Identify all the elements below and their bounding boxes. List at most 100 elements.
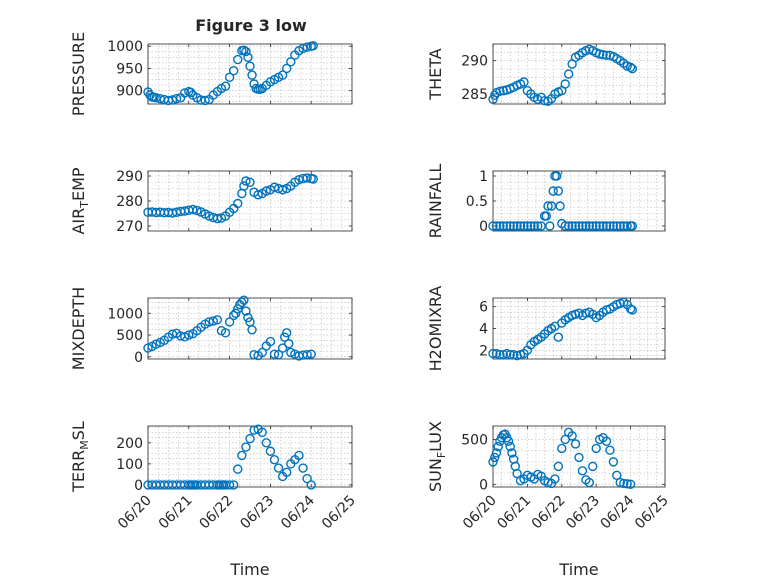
y-axis-label-rest: SL — [69, 421, 88, 440]
data-point — [495, 221, 505, 231]
y-tick-label: 0 — [134, 478, 143, 494]
data-point — [237, 188, 247, 199]
y-tick-label: 0.5 — [466, 194, 488, 210]
data-point — [245, 177, 255, 187]
data-point — [557, 443, 567, 454]
data-point — [265, 336, 276, 347]
y-tick-label: 1000 — [107, 39, 143, 55]
data-point — [241, 46, 251, 57]
data-point — [563, 221, 574, 231]
data-point — [241, 442, 251, 452]
data-point — [505, 349, 515, 360]
data-point — [493, 441, 503, 452]
data-point — [563, 69, 574, 79]
data-point — [512, 221, 522, 231]
data-point — [553, 332, 564, 342]
data-point — [184, 330, 194, 340]
y-tick-label: 0 — [479, 477, 488, 493]
data-point — [269, 454, 280, 465]
data-point — [167, 95, 178, 105]
data-point — [529, 221, 539, 231]
subplot-3: 270 280 290 AIRTEMP — [69, 167, 353, 235]
y-axis-label-main: RAINFALL — [426, 164, 445, 239]
data-point — [277, 343, 288, 353]
data-point — [277, 70, 288, 80]
data-point — [488, 457, 498, 467]
data-point — [567, 221, 577, 231]
data-point — [186, 87, 196, 98]
data-point — [584, 477, 595, 488]
data-point — [625, 479, 636, 490]
data-point — [601, 50, 612, 61]
y-axis-label-main: MIXDEPTH — [69, 287, 88, 370]
data-point — [598, 221, 608, 231]
data-point — [545, 221, 555, 231]
data-point — [608, 221, 619, 231]
data-point — [286, 57, 296, 67]
data-point — [228, 310, 239, 321]
data-point — [505, 441, 515, 452]
data-point — [577, 221, 588, 231]
data-point — [577, 466, 588, 476]
y-tick-label: 285 — [461, 87, 488, 103]
data-point — [188, 204, 198, 215]
data-point — [247, 325, 257, 335]
axes-frame — [147, 297, 353, 360]
x-tick-label: 06/21 — [156, 493, 196, 533]
data-point — [239, 295, 249, 305]
data-point — [625, 304, 636, 314]
data-point — [233, 54, 243, 65]
y-tick-label: 900 — [116, 84, 143, 100]
data-point — [574, 452, 584, 463]
data-point — [498, 221, 509, 231]
x-tick-label: 06/21 — [494, 493, 534, 533]
data-point — [306, 349, 316, 359]
data-point — [306, 480, 316, 490]
data-point — [591, 221, 601, 231]
data-point — [282, 63, 292, 74]
data-point — [505, 221, 515, 231]
data-point — [220, 328, 231, 338]
data-point — [224, 480, 235, 490]
y-tick-label: 1 — [479, 169, 488, 185]
data-point — [605, 221, 615, 231]
data-point — [625, 62, 636, 73]
data-point — [243, 312, 253, 323]
data-point — [237, 450, 247, 461]
data-point — [567, 431, 577, 441]
data-point — [224, 72, 235, 83]
data-point — [282, 328, 292, 338]
subplot-6: 2 4 6 H2OMIXRA — [426, 286, 666, 371]
data-point — [526, 221, 536, 231]
data-point — [495, 349, 505, 360]
data-point — [273, 463, 284, 473]
data-point — [574, 221, 584, 231]
data-point — [491, 221, 502, 231]
data-point — [588, 221, 598, 231]
y-tick-label: 200 — [116, 436, 143, 452]
data-point — [612, 221, 622, 231]
y-tick-label: 500 — [116, 328, 143, 344]
y-tick-label: 950 — [116, 61, 143, 77]
data-point — [581, 221, 591, 231]
data-point — [241, 306, 251, 316]
data-point — [284, 339, 294, 349]
data-point — [550, 474, 560, 484]
data-point — [533, 221, 543, 231]
data-point — [231, 308, 241, 318]
data-point — [503, 436, 514, 446]
axes-frame — [492, 43, 666, 105]
data-point — [502, 221, 512, 231]
data-point — [241, 176, 251, 186]
data-point — [208, 316, 218, 326]
y-axis-label-main: PRESSURE — [69, 32, 88, 116]
data-point — [491, 448, 502, 458]
data-point — [239, 45, 249, 55]
data-point — [294, 450, 304, 461]
y-axis-label: TERRMSL — [69, 421, 91, 493]
data-point — [515, 221, 526, 231]
x-tick-label: 06/25 — [319, 493, 359, 533]
data-point — [548, 186, 558, 196]
x-tick-label: 06/25 — [632, 493, 672, 533]
